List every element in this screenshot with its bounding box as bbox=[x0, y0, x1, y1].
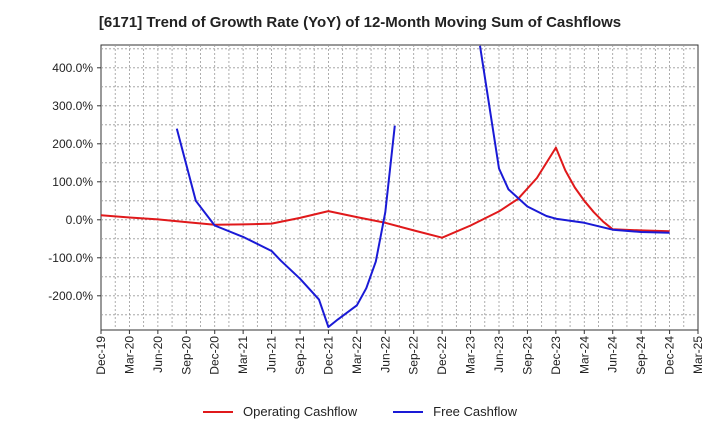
legend-label-free-cashflow: Free Cashflow bbox=[433, 404, 517, 419]
x-tick-label: Jun-21 bbox=[265, 336, 279, 373]
x-tick-label: Mar-24 bbox=[577, 336, 591, 374]
x-tick-label: Mar-22 bbox=[350, 336, 364, 374]
x-tick-label: Sep-20 bbox=[179, 336, 193, 375]
chart-title: [6171] Trend of Growth Rate (YoY) of 12-… bbox=[98, 14, 622, 31]
y-tick-label: 200.0% bbox=[52, 137, 93, 151]
x-tick-label: Jun-22 bbox=[378, 336, 392, 373]
x-tick-label: Dec-21 bbox=[321, 336, 335, 375]
x-tick-label: Mar-23 bbox=[464, 336, 478, 374]
x-tick-label: Mar-25 bbox=[691, 336, 705, 374]
series-line-free-cashflow bbox=[479, 45, 670, 234]
legend-swatch-free-cashflow bbox=[393, 410, 424, 413]
x-tick-label: Dec-20 bbox=[208, 336, 222, 375]
x-tick-label: Dec-23 bbox=[549, 336, 563, 375]
y-tick-label: 0.0% bbox=[66, 213, 94, 227]
y-tick-label: 300.0% bbox=[52, 99, 93, 113]
legend-label-operating-cashflow: Operating Cashflow bbox=[243, 404, 358, 419]
x-tick-label: Dec-22 bbox=[435, 336, 449, 375]
legend-item-free-cashflow: Free Cashflow bbox=[393, 404, 517, 419]
x-tick-label: Mar-20 bbox=[122, 336, 136, 374]
y-tick-label: -200.0% bbox=[48, 289, 93, 303]
x-tick-label: Mar-21 bbox=[236, 336, 250, 374]
legend-item-operating-cashflow: Operating Cashflow bbox=[203, 404, 357, 419]
x-tick-label: Dec-24 bbox=[663, 336, 677, 375]
x-tick-label: Jun-24 bbox=[606, 336, 620, 373]
y-tick-label: -100.0% bbox=[48, 251, 93, 265]
legend: Operating Cashflow Free Cashflow bbox=[0, 404, 720, 419]
series-line-free-cashflow bbox=[175, 125, 396, 328]
x-tick-label: Sep-22 bbox=[407, 336, 421, 375]
x-tick-label: Jun-23 bbox=[492, 336, 506, 373]
x-tick-label: Dec-19 bbox=[94, 336, 108, 375]
x-tick-label: Sep-23 bbox=[520, 336, 534, 375]
x-tick-label: Sep-24 bbox=[634, 336, 648, 375]
y-tick-label: 100.0% bbox=[52, 175, 93, 189]
x-tick-label: Jun-20 bbox=[151, 336, 165, 373]
series-line-operating-cashflow bbox=[100, 146, 670, 239]
x-tick-label: Sep-21 bbox=[293, 336, 307, 375]
plot-area bbox=[100, 44, 699, 331]
legend-swatch-operating-cashflow bbox=[203, 410, 233, 413]
y-tick-label: 400.0% bbox=[52, 61, 93, 75]
